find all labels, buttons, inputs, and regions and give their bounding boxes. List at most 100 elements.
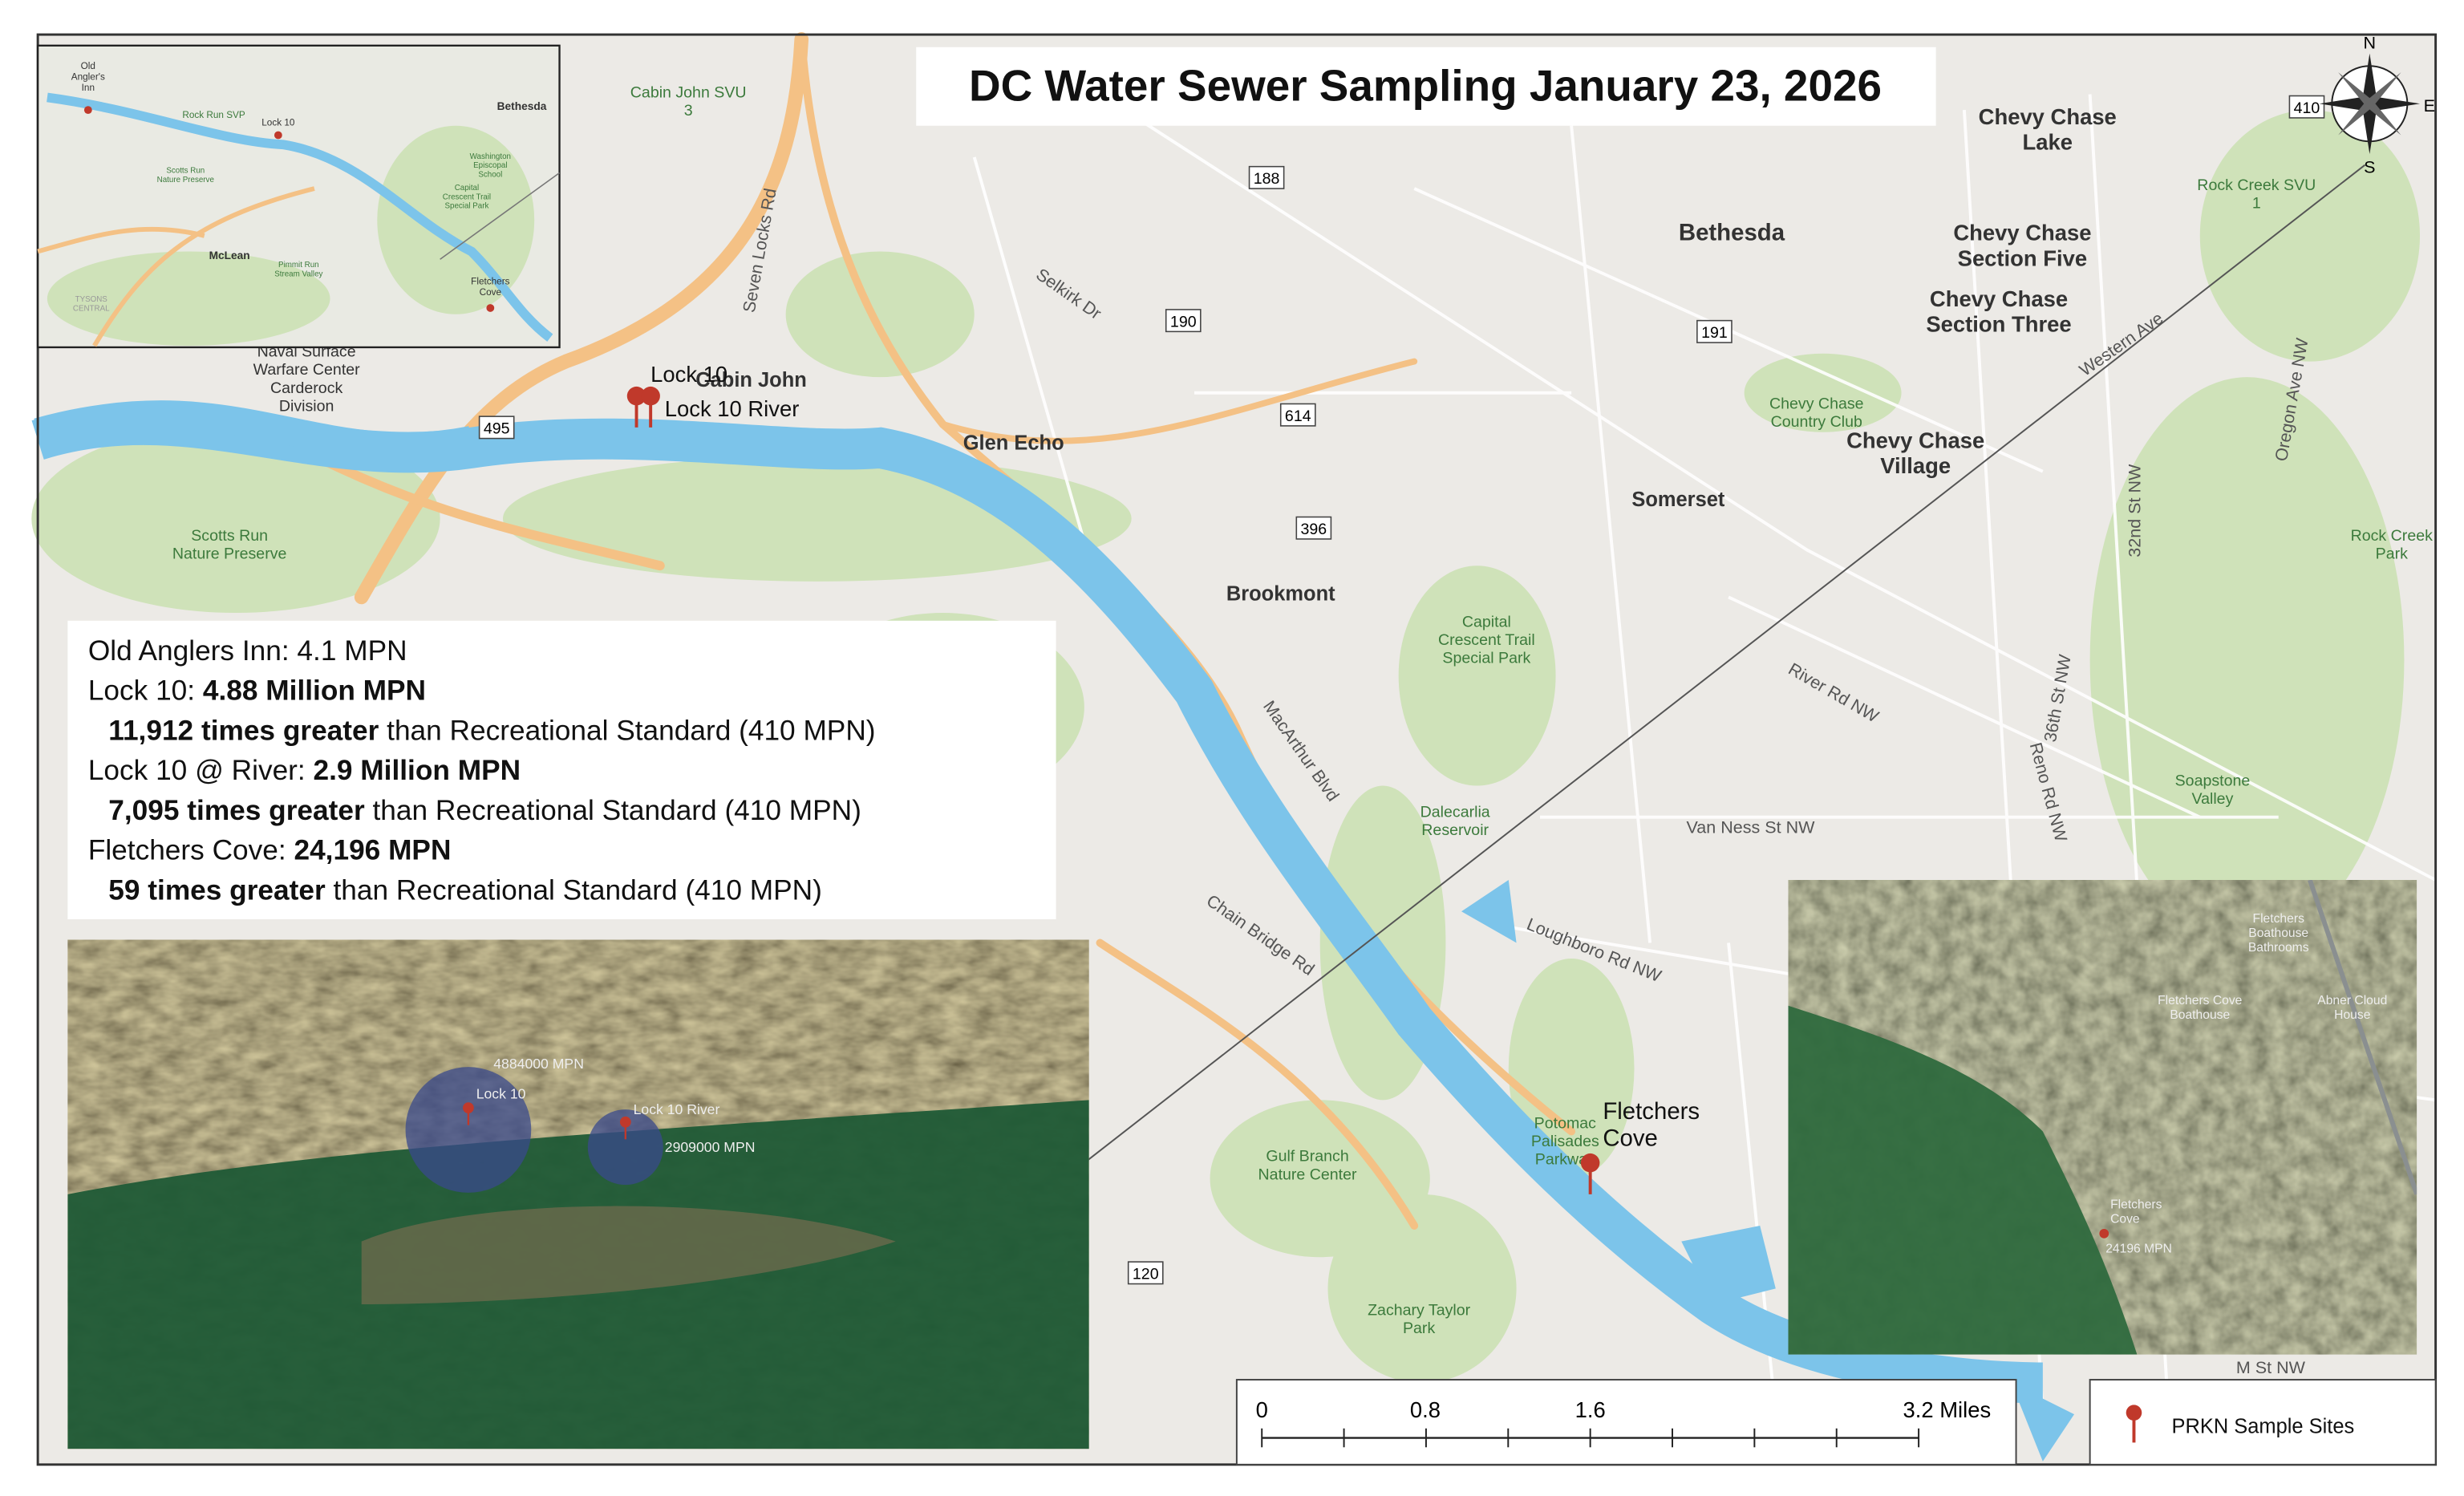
map-label-line: Park bbox=[2376, 545, 2408, 562]
summary-segment: Lock 10 @ River: bbox=[88, 755, 314, 786]
map-label: Dalecarlia Reservoir bbox=[1420, 804, 1490, 840]
map-label-line: Brookmont bbox=[1226, 582, 1335, 605]
route-shield bbox=[2288, 95, 2325, 119]
route-shields: 188 190 191 614 396 120 495 410 bbox=[478, 95, 2325, 1285]
scale-label: 1.6 bbox=[1575, 1397, 1606, 1422]
overview-label-line: Capital bbox=[455, 184, 479, 193]
map-label-line: Chevy Chase bbox=[1930, 286, 2068, 311]
sample-pins: Lock 10 Lock 10 River Fletchers Cove bbox=[626, 362, 1700, 1194]
summary-segment: Old Anglers Inn: 4.1 MPN bbox=[88, 635, 407, 667]
summary-segment: 2.9 Million MPN bbox=[314, 755, 521, 786]
overview-label-line: CENTRAL bbox=[73, 304, 110, 313]
map-label-line: Rock Creek bbox=[2351, 527, 2433, 545]
overview-label: Bethesda bbox=[497, 100, 547, 112]
map-label-line: Chevy Chase bbox=[1846, 428, 1984, 452]
scale-label: 0 bbox=[1256, 1397, 1268, 1422]
photo-label-line: Lock 10 bbox=[476, 1085, 526, 1101]
map-label: Cabin John bbox=[695, 369, 807, 391]
summary: Old Anglers Inn: 4.1 MPN Lock 10: 4.88 Mi… bbox=[88, 635, 876, 906]
map-label: Chevy Chase Lake bbox=[1979, 104, 2117, 155]
route-number: 120 bbox=[1133, 1266, 1159, 1283]
photo-label-line: Lock 10 River bbox=[634, 1101, 720, 1117]
overview-label-line: School bbox=[478, 170, 502, 179]
summary-segment: 4.88 Million MPN bbox=[203, 675, 426, 707]
map-label-line: Glen Echo bbox=[963, 432, 1064, 454]
map-label-line: M St NW bbox=[2236, 1358, 2306, 1377]
scale-label: 0.8 bbox=[1410, 1397, 1441, 1422]
photo-label-line: Boathouse bbox=[2248, 926, 2308, 940]
scale-bar: 0 0.8 1.6 3.2 Miles bbox=[1256, 1397, 1991, 1448]
map-label-line: Crescent Trail bbox=[1438, 631, 1535, 649]
map-label-line: 32nd St NW bbox=[2125, 464, 2144, 557]
photo-label: 2909000 MPN bbox=[665, 1139, 756, 1155]
overview-label: Old Angler's Inn bbox=[71, 61, 105, 93]
route-number: 190 bbox=[1170, 313, 1197, 330]
map-label-line: Potomac bbox=[1534, 1115, 1596, 1133]
map-label-line: Nature Center bbox=[1258, 1166, 1357, 1183]
route-shield bbox=[478, 416, 515, 440]
map-label-line: Valley bbox=[2191, 790, 2233, 808]
pin-head bbox=[626, 386, 646, 406]
map-label: Chevy Chase Country Club bbox=[1769, 395, 1864, 431]
overview-label: Washington Episcopal School bbox=[470, 152, 511, 180]
map-label-line: Zachary Taylor bbox=[1368, 1302, 1471, 1320]
overview-label: Capital Crescent Trail Special Park bbox=[443, 184, 491, 211]
summary-line: 7,095 times greater than Recreational St… bbox=[108, 795, 861, 826]
map-label: Zachary Taylor Park bbox=[1368, 1302, 1471, 1338]
map-label: Cabin John SVU 3 bbox=[630, 83, 747, 120]
map-title: DC Water Sewer Sampling January 23, 2026 bbox=[969, 60, 1882, 110]
map-label-line: Gulf Branch bbox=[1266, 1148, 1348, 1166]
overview-label-line: Washington bbox=[470, 152, 511, 161]
map-label-line: Village bbox=[1880, 453, 1951, 478]
map-label-line: Somerset bbox=[1631, 489, 1725, 511]
route-shield bbox=[1165, 309, 1202, 333]
map-label-line: Country Club bbox=[1771, 413, 1862, 431]
overview-label: Rock Run SVP bbox=[182, 110, 245, 120]
photo-label-line: Fletchers Cove bbox=[2158, 994, 2243, 1007]
map-label-line: Van Ness St NW bbox=[1687, 817, 1816, 837]
compass-s: S bbox=[2364, 157, 2375, 176]
summary-line: 59 times greater than Recreational Stand… bbox=[108, 874, 822, 906]
overview-label-line: Angler's bbox=[71, 72, 105, 83]
map-label: Chevy Chase Section Five bbox=[1953, 221, 2091, 271]
summary-segment: Lock 10: bbox=[88, 675, 203, 707]
pin-head bbox=[1580, 1153, 1600, 1173]
summary-segment: than Recreational Standard (410 MPN) bbox=[379, 715, 875, 746]
summary-segment: Fletchers Cove: bbox=[88, 835, 294, 866]
summary-segment: 24,196 MPN bbox=[294, 835, 451, 866]
summary-line: Lock 10: 4.88 Million MPN bbox=[88, 675, 426, 707]
scale-box bbox=[1235, 1379, 2017, 1466]
overview-label: Pimmit Run Stream Valley bbox=[274, 261, 322, 278]
map-label: Brookmont bbox=[1226, 582, 1335, 605]
overview-label-line: Bethesda bbox=[497, 100, 547, 112]
compass-n: N bbox=[2364, 34, 2377, 53]
overview-label-line: Scotts Run bbox=[166, 166, 205, 175]
map-label-line: Cabin John SVU bbox=[630, 83, 747, 101]
map-label: Chevy Chase Section Three bbox=[1926, 286, 2071, 337]
summary-segment: 7,095 times greater bbox=[108, 795, 365, 826]
photo-label-line: 4884000 MPN bbox=[493, 1056, 584, 1072]
photo-label: Lock 10 River bbox=[634, 1101, 720, 1117]
summary-segment: than Recreational Standard (410 MPN) bbox=[326, 874, 822, 906]
route-shield bbox=[1248, 165, 1285, 189]
photo-label-line: Cove bbox=[2110, 1213, 2140, 1226]
route-shield bbox=[1279, 403, 1316, 427]
photo-label: Fletchers Cove bbox=[2110, 1198, 2162, 1226]
overview-label-line: McLean bbox=[209, 249, 250, 261]
compass-e: E bbox=[2424, 96, 2435, 116]
overview-label-line: Inn bbox=[82, 83, 95, 93]
map-label: Potomac Palisades Parkway bbox=[1531, 1115, 1599, 1169]
overview-inset: Old Angler's Inn Rock Run SVP Lock 10 Bethesd… bbox=[36, 44, 561, 349]
map-label-line: Nature Preserve bbox=[172, 545, 287, 562]
map-label: Bethesda bbox=[1679, 220, 1785, 246]
summary-line: 11,912 times greater than Recreational S… bbox=[108, 715, 875, 746]
map-label-line: Palisades bbox=[1531, 1133, 1599, 1150]
overview-label: McLean bbox=[209, 249, 250, 261]
photo-label-line: 2909000 MPN bbox=[665, 1139, 756, 1155]
summary-line: Lock 10 @ River: 2.9 Million MPN bbox=[88, 755, 521, 786]
photo-label-line: Bathrooms bbox=[2248, 941, 2309, 955]
overview-label-line: Episcopal bbox=[473, 161, 507, 170]
overview-label-line: Nature Preserve bbox=[157, 176, 214, 184]
route-number: 188 bbox=[1254, 170, 1280, 188]
